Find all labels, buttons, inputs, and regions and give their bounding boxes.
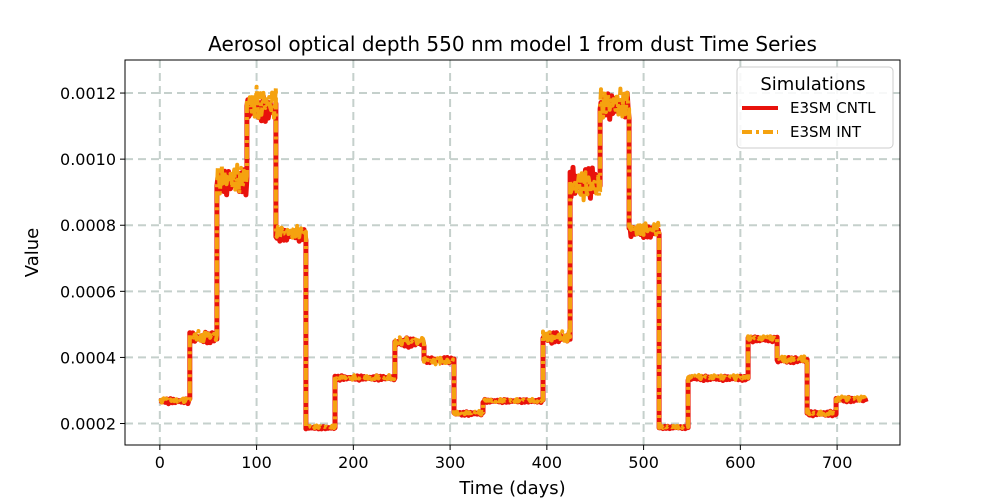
x-tick-label: 500 — [628, 453, 659, 472]
legend-label-e3sm-int: E3SM INT — [790, 123, 862, 141]
x-tick-label: 700 — [822, 453, 853, 472]
plot-frame — [124, 59, 901, 446]
series-line-e3sm-int — [158, 84, 868, 431]
x-tick-label: 300 — [435, 453, 466, 472]
x-axis-ticks: 0 100 200 300 400 500 600 700 — [155, 445, 853, 472]
y-tick-label: 0.0006 — [60, 282, 116, 301]
y-axis-label: Value — [22, 228, 43, 277]
x-tick-label: 100 — [241, 453, 272, 472]
legend-box — [736, 66, 894, 149]
legend-title: Simulations — [760, 74, 865, 95]
x-tick-label: 600 — [725, 453, 756, 472]
y-axis-ticks: 0.0002 0.0004 0.0006 0.0008 0.0010 0.0012 — [60, 84, 125, 434]
y-tick-label: 0.0004 — [60, 348, 116, 367]
legend-label-e3sm-cntl: E3SM CNTL — [790, 99, 876, 117]
x-tick-label: 0 — [155, 453, 165, 472]
x-axis-label: Time (days) — [458, 478, 565, 499]
y-tick-label: 0.0010 — [60, 150, 116, 169]
y-tick-label: 0.0012 — [60, 84, 116, 103]
x-tick-label: 200 — [338, 453, 369, 472]
x-tick-label: 400 — [532, 453, 563, 472]
series-lines — [158, 84, 869, 432]
y-tick-label: 0.0002 — [60, 415, 116, 434]
y-tick-label: 0.0008 — [60, 216, 116, 235]
legend: Simulations E3SM CNTL E3SM INT — [736, 66, 894, 149]
chart-title: Aerosol optical depth 550 nm model 1 fro… — [208, 32, 817, 56]
